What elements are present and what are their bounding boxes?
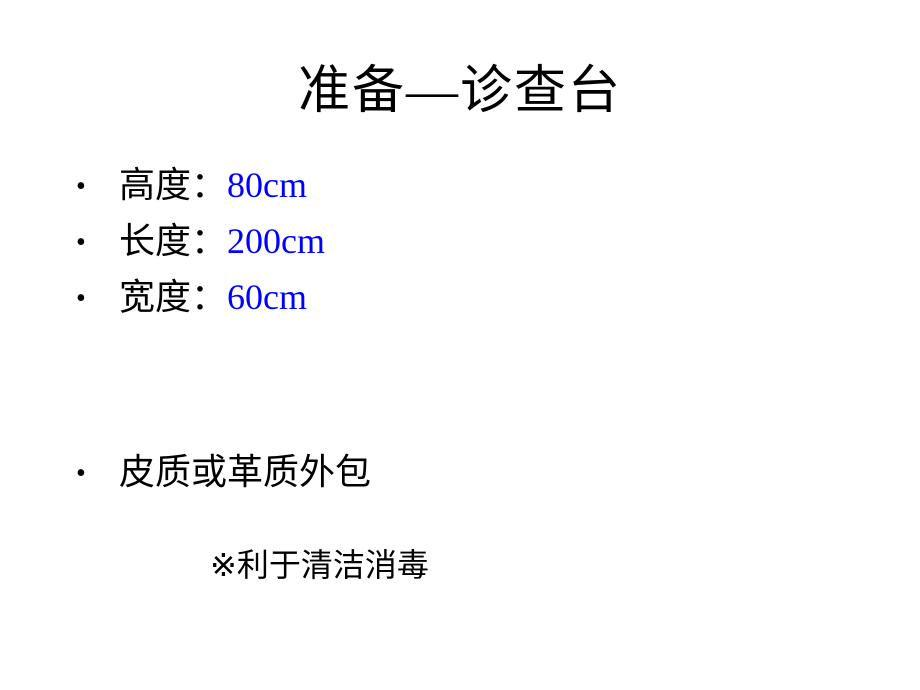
slide-title: 准备—诊查台 (0, 48, 920, 123)
bullet-material: 皮质或革质外包 (76, 445, 856, 501)
bullet-height-label: 高度： (119, 165, 227, 205)
bullet-list: 高度：80cm 长度：200cm 宽度：60cm (76, 158, 856, 325)
bullet-width-value: 60cm (227, 277, 307, 317)
bullet-length-label: 长度： (119, 221, 227, 261)
bullet-width: 宽度：60cm (76, 270, 856, 326)
bullet-length: 长度：200cm (76, 214, 856, 270)
slide: 准备—诊查台 高度：80cm 长度：200cm 宽度：60cm 皮质或革质外包 … (0, 0, 920, 690)
note-text: 利于清洁消毒 (237, 547, 429, 583)
spacer (76, 325, 856, 445)
bullet-height: 高度：80cm (76, 158, 856, 214)
slide-body: 高度：80cm 长度：200cm 宽度：60cm 皮质或革质外包 (76, 158, 856, 501)
bullet-height-value: 80cm (227, 165, 307, 205)
bullet-material-label: 皮质或革质外包 (119, 452, 371, 492)
bullet-width-label: 宽度： (119, 277, 227, 317)
bullet-length-value: 200cm (227, 221, 325, 261)
note-symbol-icon: ※ (210, 547, 237, 583)
bullet-list-2: 皮质或革质外包 (76, 445, 856, 501)
note-line: ※利于清洁消毒 (210, 540, 429, 586)
